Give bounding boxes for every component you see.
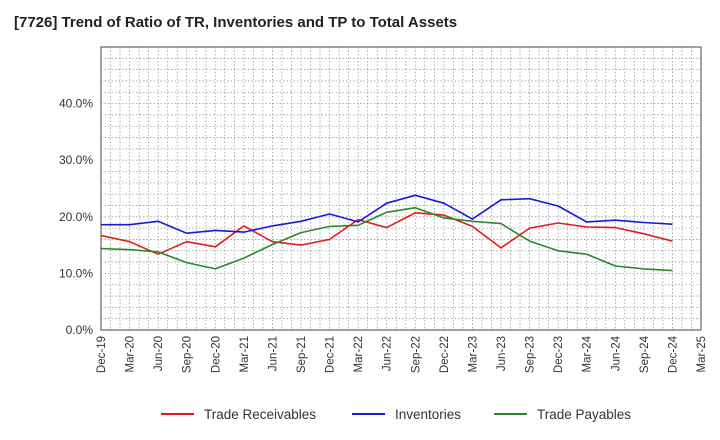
chart-title: [7726] Trend of Ratio of TR, Inventories… <box>14 14 458 31</box>
y-tick-label: 0.0% <box>66 323 94 337</box>
legend-label: Trade Receivables <box>204 407 316 422</box>
x-tick-label: Mar-20 <box>125 336 137 372</box>
y-tick-label: 40.0% <box>59 97 93 111</box>
x-tick-label: Mar-23 <box>467 336 479 372</box>
y-tick-label: 20.0% <box>59 210 93 224</box>
x-tick-label: Sep-20 <box>182 336 194 373</box>
series-line-inventories <box>101 194 673 234</box>
x-tick-label: Dec-22 <box>439 336 451 373</box>
x-tick-label: Sep-23 <box>525 336 537 373</box>
legend-label: Trade Payables <box>537 407 631 422</box>
x-tick-label: Dec-23 <box>553 336 565 373</box>
plot-area <box>100 46 702 331</box>
x-tick-label: Mar-25 <box>696 336 708 372</box>
y-tick-label: 10.0% <box>59 266 93 280</box>
x-tick-label: Jun-24 <box>610 335 622 371</box>
x-tick-label: Jun-21 <box>267 336 279 371</box>
x-tick-label: Dec-24 <box>667 335 679 373</box>
y-tick-label: 30.0% <box>59 153 93 167</box>
x-tick-label: Dec-19 <box>96 336 108 373</box>
series-line-trade-payables <box>100 206 673 272</box>
x-tick-label: Mar-24 <box>582 335 594 372</box>
x-tick-label: Jun-20 <box>153 336 165 371</box>
series-line-trade-receivables <box>100 212 673 255</box>
x-tick-label: Sep-24 <box>639 335 651 373</box>
x-tick-label: Mar-21 <box>239 336 251 372</box>
x-tick-label: Dec-20 <box>210 336 222 373</box>
x-tick-label: Mar-22 <box>353 336 365 372</box>
x-tick-label: Sep-21 <box>296 336 308 373</box>
x-tick-label: Sep-22 <box>410 336 422 373</box>
x-tick-label: Jun-23 <box>496 336 508 371</box>
x-tick-label: Dec-21 <box>325 336 337 373</box>
legend-label: Inventories <box>395 407 461 422</box>
x-tick-label: Jun-22 <box>382 336 394 371</box>
